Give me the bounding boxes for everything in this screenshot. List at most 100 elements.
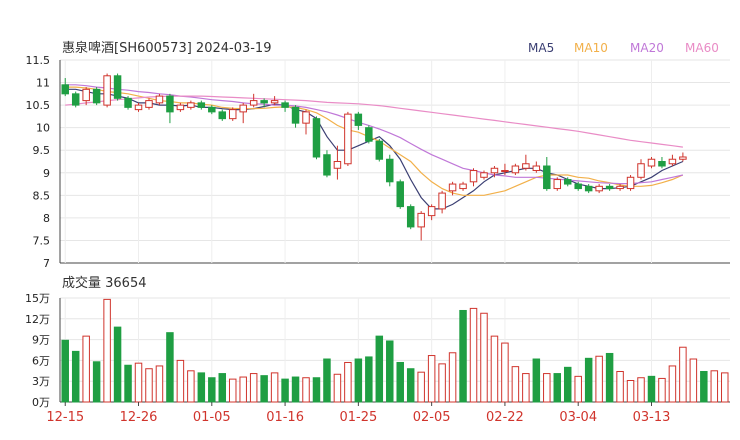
volume-bar xyxy=(61,339,69,403)
candle-body xyxy=(511,165,520,174)
candle-body xyxy=(480,172,488,178)
candle xyxy=(302,109,310,135)
volume-title: 成交量 36654 xyxy=(62,275,147,291)
candle-body xyxy=(71,93,80,106)
candle xyxy=(155,93,164,106)
volume-bar xyxy=(333,373,342,403)
candle xyxy=(218,109,227,121)
candle-body xyxy=(323,154,331,176)
candle-body xyxy=(103,75,111,106)
candle-body xyxy=(333,161,342,169)
candle xyxy=(427,204,436,221)
volume-bar xyxy=(270,372,279,403)
candle-body xyxy=(553,179,562,190)
volume-y-axis: 15万 12万 9万 6万 3万 0万 xyxy=(25,292,50,409)
candle xyxy=(448,181,457,196)
candle-body xyxy=(574,183,582,190)
candle-body xyxy=(386,158,394,183)
candle-body xyxy=(605,185,614,190)
volume-bar xyxy=(82,335,90,403)
candle xyxy=(239,102,247,124)
candle-body xyxy=(197,102,206,108)
volume-bars xyxy=(61,298,729,403)
candle xyxy=(490,166,499,178)
candle-body xyxy=(448,183,457,192)
volume-bar xyxy=(700,370,708,403)
candle-body xyxy=(260,100,268,104)
price-tick-label: 10.5 xyxy=(26,99,51,112)
volume-bar xyxy=(689,358,698,403)
candle xyxy=(124,96,132,110)
volume-bar xyxy=(187,370,195,403)
price-tick-label: 9.5 xyxy=(33,144,51,157)
volume-bar xyxy=(103,298,111,403)
volume-bar xyxy=(563,366,572,403)
candle xyxy=(553,177,562,191)
volume-bar xyxy=(637,377,645,403)
candle xyxy=(61,78,69,97)
volume-bar xyxy=(595,355,603,403)
candle xyxy=(82,87,90,106)
volume-bar xyxy=(553,373,562,403)
candle xyxy=(197,100,206,110)
volume-bar xyxy=(260,375,268,403)
candle xyxy=(354,111,363,130)
volume-bar xyxy=(721,372,729,403)
date-tick-label: 02-22 xyxy=(486,410,524,425)
candle xyxy=(134,102,143,112)
volume-bar xyxy=(647,375,656,403)
candle xyxy=(113,73,122,101)
date-tick-label: 01-25 xyxy=(339,410,377,425)
ma-legend: MA5 MA10 MA20 MA60 xyxy=(528,41,719,55)
date-tick-label: 01-05 xyxy=(193,410,231,425)
candle xyxy=(333,145,342,180)
volume-bar xyxy=(406,368,415,403)
candle xyxy=(511,163,520,176)
date-axis: 12-15 12-26 01-05 01-16 01-25 02-05 02-22 03-04… xyxy=(46,402,670,425)
candle xyxy=(187,100,195,110)
volume-tick-label: 15万 xyxy=(25,292,50,305)
candle xyxy=(543,156,551,191)
candle-body xyxy=(344,113,352,165)
candle xyxy=(679,152,687,162)
volume-tick-label: 3万 xyxy=(32,375,50,388)
volume-bar xyxy=(113,326,122,403)
volume-bar xyxy=(239,376,247,403)
volume-bar xyxy=(469,307,478,403)
candle xyxy=(260,98,268,108)
volume-bar xyxy=(574,375,582,403)
volume-bar xyxy=(302,377,310,403)
candle xyxy=(291,105,300,128)
volume-bar xyxy=(166,332,174,403)
volume-bar xyxy=(145,368,153,403)
candle xyxy=(616,184,624,191)
candle xyxy=(417,211,425,241)
candle-body xyxy=(427,206,436,217)
candle-body xyxy=(584,185,593,192)
volume-bar xyxy=(92,361,101,403)
volume-tick-label: 12万 xyxy=(25,313,50,326)
candle xyxy=(228,107,237,121)
volume-bar xyxy=(543,373,551,403)
price-tick-label: 9 xyxy=(43,167,50,180)
candle-body xyxy=(501,170,509,173)
candle xyxy=(208,105,216,115)
candle-body xyxy=(208,106,216,113)
candle-body xyxy=(396,181,404,208)
candle xyxy=(658,156,666,169)
candle-body xyxy=(668,158,677,165)
candle-body xyxy=(563,179,572,185)
candle-body xyxy=(438,192,446,210)
price-tick-label: 8.5 xyxy=(33,189,51,202)
volume-bar xyxy=(134,362,143,403)
volume-bar xyxy=(626,380,635,403)
candle xyxy=(92,87,101,106)
candle xyxy=(501,163,509,176)
candle-body xyxy=(417,212,425,228)
candle-body xyxy=(626,176,635,190)
candle-body xyxy=(187,102,195,108)
candle-body xyxy=(281,102,289,108)
candle-body xyxy=(532,165,541,172)
candle xyxy=(438,190,446,214)
volume-bar xyxy=(501,342,509,403)
